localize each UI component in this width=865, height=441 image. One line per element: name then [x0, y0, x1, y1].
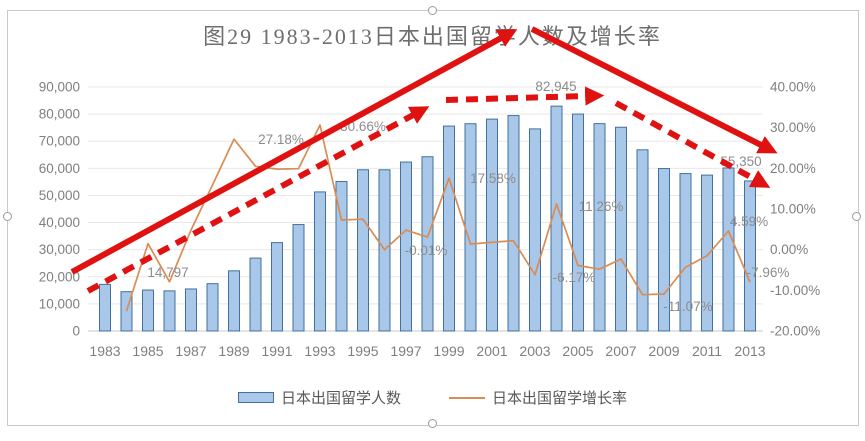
bar-1986[interactable] [163, 290, 176, 332]
bar-1995[interactable] [357, 169, 369, 332]
legend-label-students: 日本出国留学人数 [280, 390, 401, 407]
x-axis-tick: 1995 [347, 343, 378, 359]
bar-2005[interactable] [572, 113, 584, 332]
left-axis-tick: 90,000 [39, 80, 80, 95]
right-axis-tick: -20.00% [770, 324, 820, 339]
data-label-2008: -11.07% [663, 299, 712, 314]
bar-2012[interactable] [722, 167, 735, 332]
x-axis-tick: 1983 [89, 343, 120, 359]
x-axis-tick: 1991 [261, 343, 292, 359]
x-axis-tick: 2001 [476, 343, 507, 359]
data-label-1989: 27.18% [258, 132, 304, 147]
bar-2006[interactable] [593, 123, 606, 332]
chart-title: 图29 1983-2013日本出国留学人数及增长率 [203, 24, 662, 49]
bar-2002[interactable] [507, 115, 520, 332]
x-axis-tick: 1999 [433, 343, 464, 359]
x-axis-tick: 2007 [605, 343, 636, 359]
bar-1985[interactable] [142, 289, 154, 332]
data-label-2003: -6.17% [553, 270, 596, 285]
bar-1988[interactable] [206, 283, 219, 332]
data-label-2013: -7.96% [747, 265, 790, 280]
left-axis-tick: 20,000 [39, 269, 80, 284]
data-label-1986: 14,797 [147, 265, 188, 280]
left-axis-tick: 70,000 [39, 134, 80, 149]
chart-legend: 日本出国留学人数 日本出国留学增长率 [0, 387, 865, 408]
left-axis-tick: 80,000 [39, 107, 80, 122]
x-axis-tick: 1997 [390, 343, 421, 359]
x-axis-tick: 1989 [218, 343, 249, 359]
line-series-swatch [449, 396, 485, 399]
data-label-2004: 11.26% [579, 199, 624, 214]
selection-handle-top[interactable] [428, 6, 437, 15]
x-axis-tick: 2005 [562, 343, 593, 359]
data-label-1993: 30.66% [340, 119, 386, 134]
data-label-2004: 82,945 [535, 79, 576, 94]
left-axis-tick: 40,000 [39, 215, 80, 230]
growth-line[interactable] [125, 124, 751, 312]
bar-series-swatch [237, 392, 274, 403]
x-axis-tick: 2003 [519, 343, 550, 359]
selection-handle-left[interactable] [3, 212, 12, 221]
left-axis-tick: 30,000 [39, 242, 80, 257]
data-label-1999: 17.58% [470, 171, 516, 186]
bar-1991[interactable] [271, 242, 283, 332]
left-axis-tick: 60,000 [39, 161, 80, 176]
bar-2013[interactable] [744, 180, 756, 332]
right-axis-tick: 20.00% [770, 161, 816, 176]
bar-2001[interactable] [486, 118, 498, 332]
legend-label-growth: 日本出国留学增长率 [492, 390, 628, 407]
x-axis-tick: 2009 [648, 343, 679, 359]
bar-1983[interactable] [99, 283, 111, 332]
legend-item-growth[interactable]: 日本出国留学增长率 [449, 387, 627, 408]
bar-2003[interactable] [529, 128, 541, 332]
data-label-1996: -0.01% [405, 243, 448, 258]
left-axis-tick: 10,000 [39, 296, 80, 311]
selection-handle-right[interactable] [852, 212, 861, 221]
bar-1989[interactable] [228, 270, 240, 332]
bar-1993[interactable] [314, 191, 326, 332]
right-axis-tick: 30.00% [770, 120, 816, 135]
bar-2008[interactable] [636, 149, 649, 332]
bar-1990[interactable] [249, 257, 262, 332]
right-axis-tick: 10.00% [770, 202, 816, 217]
right-axis-tick: -10.00% [770, 283, 820, 298]
x-axis-tick: 1993 [304, 343, 335, 359]
left-axis-tick: 0 [72, 324, 80, 339]
right-axis-tick: 40.00% [770, 80, 816, 95]
bar-1992[interactable] [292, 224, 305, 332]
bar-2007[interactable] [615, 126, 627, 332]
x-axis-tick: 1985 [132, 343, 163, 359]
bar-1999[interactable] [443, 125, 455, 332]
x-axis-tick: 1987 [175, 343, 206, 359]
data-label-2013: 55,350 [720, 154, 761, 169]
x-axis-tick: 2011 [692, 343, 722, 359]
left-axis-tick: 50,000 [39, 188, 80, 203]
right-axis-tick: 0.00% [770, 242, 808, 257]
bar-1987[interactable] [185, 288, 197, 332]
legend-item-students[interactable]: 日本出国留学人数 [237, 387, 401, 408]
data-label-2012: 4.59% [730, 214, 768, 229]
selection-handle-bottom[interactable] [428, 419, 437, 428]
x-axis-tick: 2013 [734, 343, 765, 359]
bar-2000[interactable] [464, 123, 477, 332]
